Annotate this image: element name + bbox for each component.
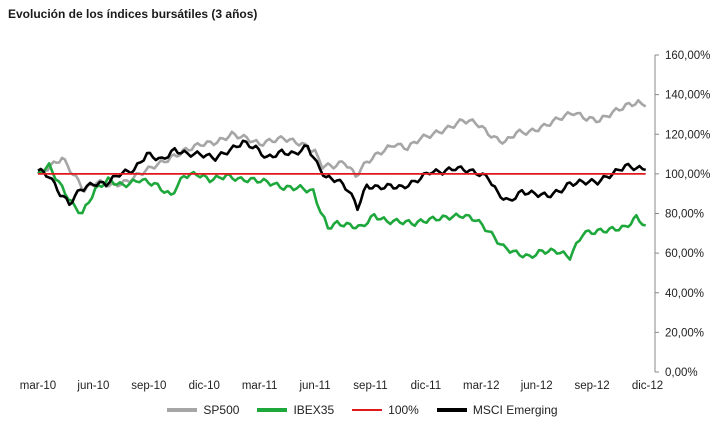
y-tick-label: 100,00% — [665, 169, 710, 181]
x-tick-label: jun-11 — [298, 380, 330, 392]
x-tick-label: dic-12 — [632, 380, 663, 392]
chart-title: Evolución de los índices bursátiles (3 a… — [8, 7, 258, 21]
y-tick-label: 20,00% — [665, 327, 704, 339]
series-line-sp500 — [36, 99, 647, 193]
legend-label: IBEX35 — [293, 403, 335, 417]
x-tick-label: jun-12 — [520, 380, 553, 392]
x-tick-label: dic-11 — [411, 380, 441, 392]
legend-swatch — [352, 409, 383, 411]
x-tick-label: dic-10 — [189, 380, 220, 392]
x-tick-label: mar-12 — [463, 380, 499, 392]
x-tick-label: sep-10 — [131, 380, 166, 392]
legend-item: MSCI Emerging — [436, 403, 558, 417]
series-line-ibex35 — [37, 162, 646, 261]
x-tick-label: mar-11 — [242, 380, 278, 392]
y-tick-label: 60,00% — [665, 248, 704, 260]
legend-item: IBEX35 — [257, 403, 334, 417]
chart-legend: SP500 IBEX35 100% MSCI Emerging — [0, 403, 725, 417]
legend-label: SP500 — [203, 403, 240, 417]
y-tick-label: 40,00% — [665, 288, 704, 300]
x-tick-label: sep-12 — [575, 380, 610, 392]
x-tick-label: sep-11 — [353, 380, 387, 392]
legend-label: MSCI Emerging — [472, 403, 558, 417]
legend-label: 100% — [388, 403, 419, 417]
x-tick-label: mar-10 — [20, 380, 56, 392]
x-tick-label: jun-10 — [76, 380, 109, 392]
series-line-msci-emerging — [37, 139, 647, 212]
line-chart: 0,00% 20,00% 40,00% 60,00% 80,00% 100,00% 120,… — [20, 50, 711, 392]
y-tick-label: 160,00% — [665, 50, 710, 62]
legend-swatch — [257, 408, 288, 412]
y-tick-label: 140,00% — [665, 90, 710, 102]
legend-item: 100% — [352, 403, 419, 417]
plot-area: 0,00% 20,00% 40,00% 60,00% 80,00% 100,00% 120,… — [20, 50, 711, 392]
legend-swatch — [436, 408, 467, 412]
y-tick-label: 120,00% — [665, 129, 710, 141]
legend-swatch — [167, 408, 198, 412]
y-tick-label: 0,00% — [665, 367, 698, 379]
legend-item: SP500 — [167, 403, 239, 417]
y-tick-label: 80,00% — [665, 209, 704, 221]
